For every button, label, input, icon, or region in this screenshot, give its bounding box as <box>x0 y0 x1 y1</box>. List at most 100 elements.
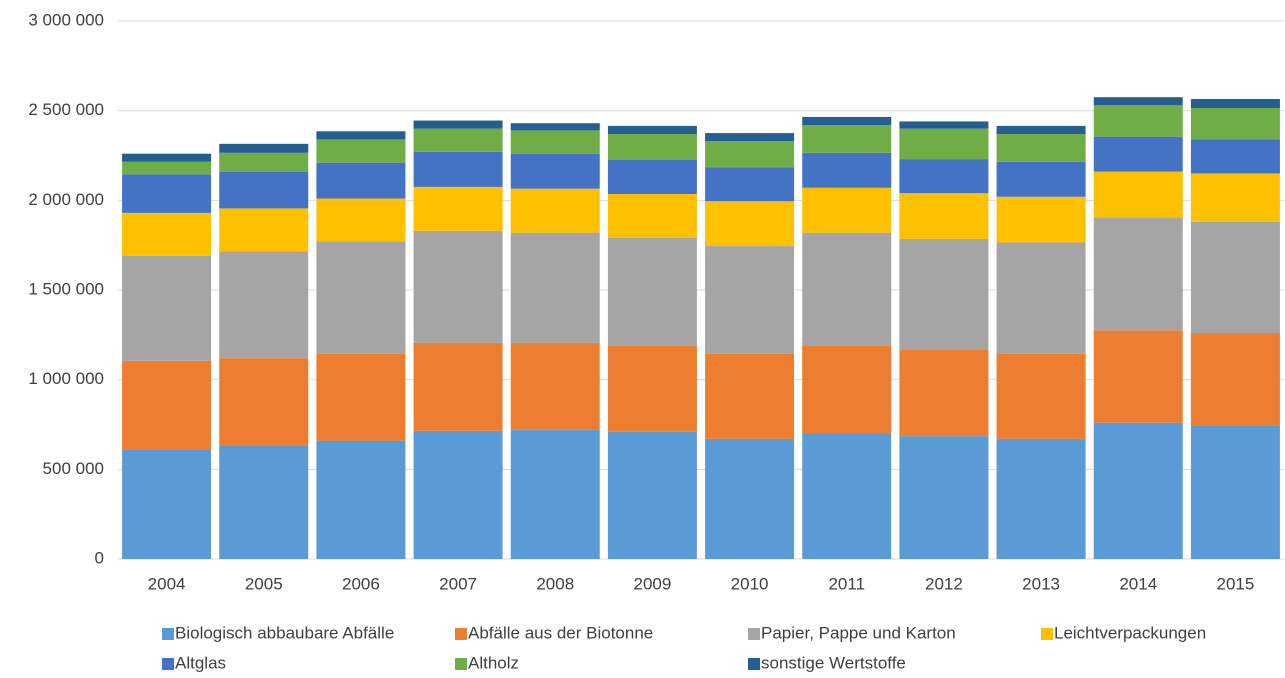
bar-segment <box>899 436 989 559</box>
bar-segment <box>899 128 989 160</box>
bar-segment <box>899 238 989 350</box>
bar-segment <box>705 246 795 354</box>
bar-segment <box>705 141 795 168</box>
bar-segment <box>122 153 212 162</box>
bar-segment <box>802 232 892 346</box>
bar-segment <box>413 342 503 431</box>
y-tick-label: 1 500 000 <box>28 279 104 298</box>
bar-segment <box>510 342 600 430</box>
legend-label: Altglas <box>175 653 226 672</box>
bar-segment <box>1190 99 1280 108</box>
x-tick-label: 2009 <box>634 574 672 593</box>
bar-segment <box>510 232 600 343</box>
bar-segment <box>510 153 600 189</box>
bar-segment <box>219 143 309 153</box>
bar-segment <box>996 242 1086 354</box>
bar-segment <box>607 345 697 432</box>
y-tick-label: 3 000 000 <box>28 10 104 29</box>
bar-segment <box>316 131 406 140</box>
bar-segment <box>1093 105 1183 137</box>
legend-swatch <box>162 628 174 640</box>
bar-segment <box>705 167 795 202</box>
bar-segment <box>1093 217 1183 331</box>
legend-swatch <box>1041 628 1053 640</box>
y-tick-label: 1 000 000 <box>28 369 104 388</box>
bar-segment <box>802 433 892 559</box>
bar-segment <box>122 449 212 559</box>
x-tick-label: 2014 <box>1119 574 1157 593</box>
x-tick-label: 2011 <box>828 574 865 593</box>
legend-label: Biologisch abbaubare Abfälle <box>175 623 394 642</box>
x-tick-label: 2010 <box>731 574 769 593</box>
bar-segment <box>899 159 989 194</box>
bar-segment <box>607 194 697 238</box>
bar-segment <box>122 255 212 361</box>
bar-segment <box>219 445 309 559</box>
bar-segment <box>219 152 309 172</box>
bar-segment <box>996 438 1086 559</box>
bar-segment <box>607 133 697 160</box>
legend-swatch <box>455 658 467 670</box>
bar-segment <box>802 345 892 434</box>
bar-segment <box>607 159 697 195</box>
x-tick-label: 2015 <box>1217 574 1255 593</box>
y-tick-label: 2 500 000 <box>28 100 104 119</box>
bar-segment <box>1190 425 1280 559</box>
bar-segment <box>510 130 600 154</box>
bar-segment <box>1190 139 1280 174</box>
bar-segment <box>996 133 1086 162</box>
bar-segment <box>413 430 503 559</box>
y-tick-label: 500 000 <box>43 459 104 478</box>
bar-segment <box>607 125 697 134</box>
bar-segment <box>705 353 795 439</box>
x-tick-label: 2012 <box>925 574 963 593</box>
bar-segment <box>316 139 406 163</box>
x-tick-label: 2013 <box>1022 574 1060 593</box>
legend-swatch <box>162 658 174 670</box>
y-tick-label: 2 000 000 <box>28 190 104 209</box>
bar-segment <box>996 353 1086 439</box>
bar-segment <box>219 171 309 209</box>
bar-segment <box>413 120 503 129</box>
bar-segment <box>413 151 503 187</box>
bar-segment <box>413 230 503 343</box>
bar-segment <box>899 193 989 239</box>
legend-label: Leichtverpackungen <box>1054 623 1206 642</box>
legend-swatch <box>455 628 467 640</box>
bar-segment <box>996 196 1086 243</box>
bar-segment <box>1093 330 1183 423</box>
bar-segment <box>802 116 892 126</box>
x-tick-label: 2004 <box>148 574 186 593</box>
bar-segment <box>1093 136 1183 172</box>
bar-segment <box>1190 333 1280 426</box>
bar-segment <box>316 198 406 242</box>
legend-label: Altholz <box>468 653 519 672</box>
bar-segment <box>899 349 989 437</box>
legend-swatch <box>748 658 760 670</box>
bar-segment <box>1190 107 1280 140</box>
bar-segment <box>996 125 1086 134</box>
bar-segment <box>899 121 989 129</box>
bar-segment <box>413 128 503 152</box>
bar-segment <box>705 201 795 247</box>
x-tick-label: 2006 <box>342 574 380 593</box>
bar-segment <box>607 237 697 346</box>
bar-segment <box>122 212 212 256</box>
x-tick-label: 2008 <box>536 574 574 593</box>
bar-segment <box>1093 422 1183 559</box>
x-tick-label: 2007 <box>439 574 477 593</box>
bar-segment <box>316 241 406 354</box>
bar-segment <box>219 358 309 446</box>
bar-segment <box>705 133 795 142</box>
bar-segment <box>510 123 600 131</box>
bar-segment <box>607 431 697 559</box>
bar-segment <box>510 429 600 559</box>
bar-segment <box>705 438 795 559</box>
bar-segment <box>996 161 1086 197</box>
bar-segment <box>122 360 212 450</box>
bar-segment <box>802 187 892 233</box>
bar-segment <box>1190 221 1280 334</box>
bar-segment <box>802 125 892 153</box>
bar-segment <box>1093 97 1183 106</box>
